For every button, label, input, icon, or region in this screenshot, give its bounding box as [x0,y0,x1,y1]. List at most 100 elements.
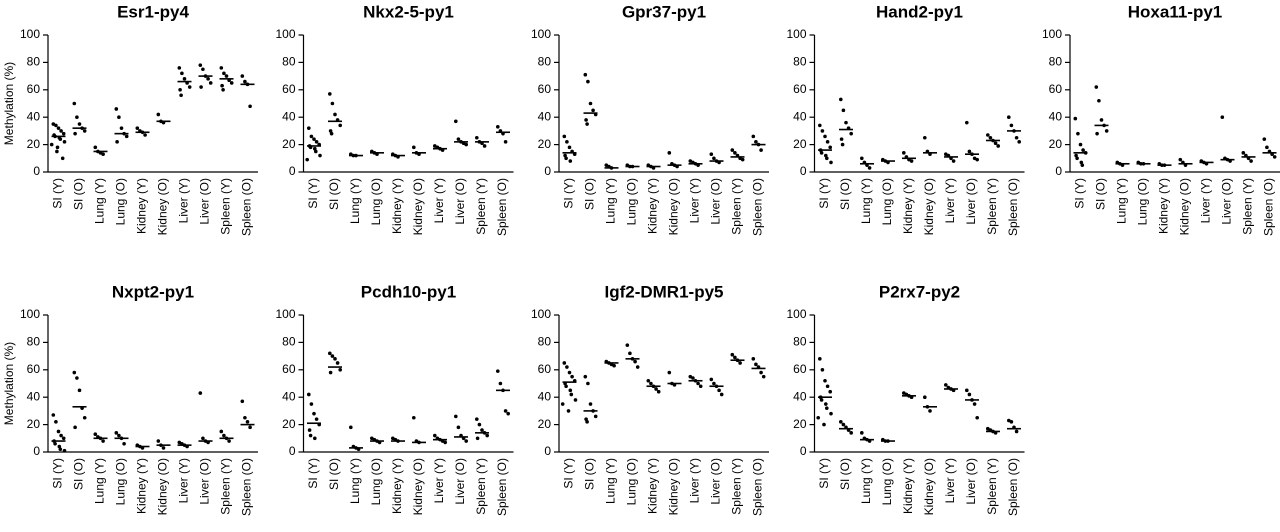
y-tick-label: 20 [793,417,807,431]
data-point [312,411,316,416]
data-point [329,131,334,136]
x-tick-label: Spleen (O) [240,458,254,516]
data-point [156,112,161,117]
x-tick-label: Spleen (Y) [730,178,744,235]
y-tick-label: 100 [275,307,295,321]
data-point [967,392,972,397]
y-tick-label: 80 [282,335,296,349]
data-point [122,441,126,446]
y-tick-label: 0 [33,164,40,178]
x-tick-label: SI (Y) [817,458,831,489]
y-tick-label: 20 [27,137,41,151]
x-tick-label: Kidney (Y) [646,458,660,514]
data-point [454,414,458,419]
y-tick-label: 20 [1049,137,1063,151]
x-tick-label: Spleen (Y) [474,178,488,235]
data-point [201,67,205,72]
data-point [824,153,828,158]
data-point [867,166,872,170]
data-point [93,432,98,436]
data-point [73,131,77,136]
y-tick-label: 40 [538,109,552,123]
data-point [222,433,226,438]
y-tick-label: 20 [282,417,296,431]
y-tick-label: 60 [27,82,41,96]
data-point [56,126,61,130]
y-tick-label: 60 [282,82,296,96]
y-tick-label: 80 [793,55,807,69]
y-tick-label: 0 [1055,164,1062,178]
data-point [156,439,161,443]
data-point [135,126,140,130]
data-point [1076,131,1080,136]
data-point [93,145,98,150]
data-point [412,145,416,150]
y-tick-label: 60 [793,362,807,376]
panel-title: Hand2-py1 [876,2,963,21]
y-tick-label: 0 [800,164,807,178]
y-tick-label: 0 [289,444,296,458]
data-point [759,148,763,152]
y-tick-label: 40 [1049,109,1063,123]
x-tick-label: Kidney (Y) [901,178,915,234]
y-tick-label: 80 [27,55,41,69]
y-tick-label: 40 [793,389,807,403]
y-axis-label: Methylation (%) [2,342,16,425]
data-point [72,101,77,106]
data-point [965,120,969,125]
data-point [840,142,845,147]
data-point [57,444,62,449]
panel-title: Nxpt2-py1 [112,282,194,301]
data-point [338,123,343,128]
x-tick-label: Lung (Y) [348,458,362,504]
data-point [849,131,853,136]
data-point [825,156,829,161]
x-tick-label: Spleen (Y) [219,458,233,515]
data-point [654,387,658,391]
x-tick-label: Lung (Y) [604,178,618,224]
data-point [305,157,310,162]
data-point [816,415,820,420]
data-point [114,431,119,435]
x-tick-label: Liver (Y) [943,458,957,503]
x-tick-label: Spleen (O) [495,178,509,236]
y-tick-label: 80 [27,335,41,349]
y-tick-label: 20 [282,137,296,151]
data-point [72,370,77,375]
data-point [1078,142,1083,147]
data-point [584,118,588,122]
y-tick-label: 20 [538,137,552,151]
data-point [349,425,353,430]
x-tick-label: Spleen (Y) [730,458,744,515]
data-point [114,107,119,111]
data-point [593,414,598,419]
data-point [314,140,319,144]
x-tick-label: Liver (O) [964,458,978,505]
data-point [712,156,716,161]
x-tick-label: Spleen (Y) [474,458,488,515]
data-point [307,428,312,432]
data-point [117,433,121,438]
data-point [849,431,853,435]
data-point [433,433,437,438]
y-tick-label: 100 [20,307,40,321]
data-point [248,425,252,430]
data-point [820,129,825,133]
x-tick-label: Liver (O) [1220,178,1234,225]
y-tick-label: 80 [282,55,296,69]
data-point [839,420,843,424]
data-point [751,357,756,361]
data-point [562,134,567,139]
data-point [75,376,79,380]
data-point [307,392,311,397]
data-point [564,156,568,161]
data-point [161,446,166,450]
x-tick-label: SI (O) [1094,178,1108,210]
data-point [198,63,203,67]
data-point [443,440,448,445]
data-point [1220,115,1225,119]
data-point [101,439,105,443]
data-point [588,101,593,106]
data-point [220,83,224,88]
data-point [712,381,716,386]
